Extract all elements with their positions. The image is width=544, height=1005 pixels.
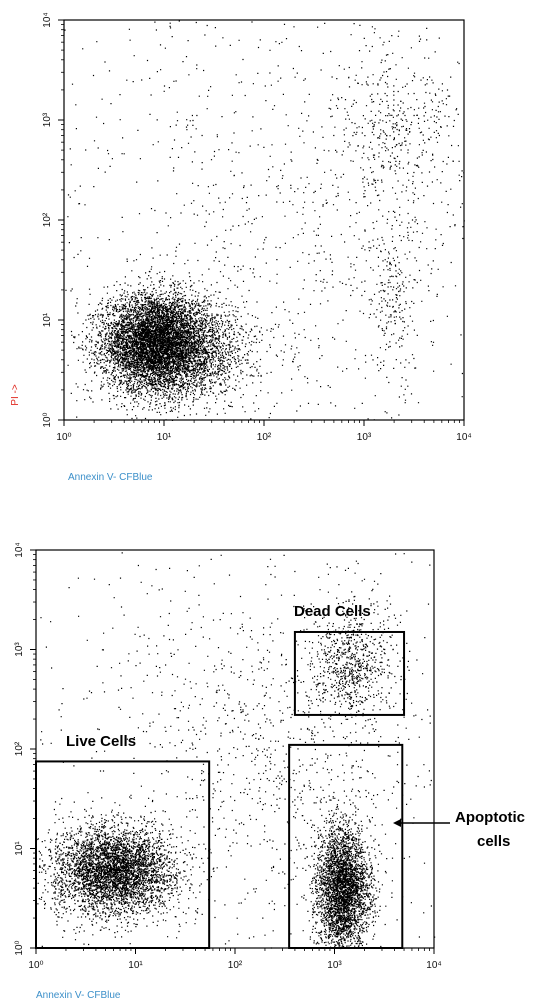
top-y-tick-label: 10³ <box>42 112 53 127</box>
annotation-label-3-line2: cells <box>477 833 510 850</box>
bottom-x-axis-label: Annexin V- CFBlue <box>36 990 121 1001</box>
bottom-x-tick-label: 10³ <box>327 960 342 971</box>
gate-dead-cells <box>293 630 406 716</box>
annotation-arrow-head <box>393 819 401 827</box>
top-x-tick-label: 10² <box>257 432 272 443</box>
bottom-y-tick-label: 10¹ <box>14 841 25 856</box>
top-scatter-points <box>64 20 465 421</box>
bottom-population-1 <box>36 792 234 947</box>
top-y-tick-label: 10² <box>42 212 53 227</box>
top-y-tick-label: 10⁴ <box>42 12 53 27</box>
top-x-tick-label: 10³ <box>357 432 372 443</box>
bottom-population-2 <box>296 775 393 950</box>
gate-apoptotic-cells <box>288 743 404 949</box>
top-x-tick-label: 10⁴ <box>456 432 471 443</box>
bottom-scatter-points <box>36 552 436 950</box>
top-x-tick-label: 10¹ <box>157 432 172 443</box>
gate-live-cells <box>35 760 211 949</box>
bottom-y-tick-label: 10³ <box>14 642 25 657</box>
annotation-label-3: Apoptotic <box>455 809 525 826</box>
top-x-tick-label: 10⁰ <box>56 432 71 443</box>
bottom-x-tick-label: 10⁰ <box>28 960 43 971</box>
bottom-y-tick-label: 10² <box>14 741 25 756</box>
annotation-label-2: Live Cells <box>66 733 136 750</box>
annotation-label-1: Dead Cells <box>294 603 371 620</box>
bottom-y-tick-label: 10⁰ <box>14 940 25 955</box>
top-y-axis-label: PI -> <box>10 384 21 406</box>
bottom-x-tick-label: 10² <box>228 960 243 971</box>
bottom-x-tick-label: 10¹ <box>128 960 143 971</box>
top-x-axis-label: Annexin V- CFBlue <box>68 472 153 483</box>
bottom-y-tick-label: 10⁴ <box>14 542 25 557</box>
top-y-tick-label: 10¹ <box>42 312 53 327</box>
bottom-x-tick-label: 10⁴ <box>426 960 441 971</box>
top-y-tick-label: 10⁰ <box>42 412 53 427</box>
